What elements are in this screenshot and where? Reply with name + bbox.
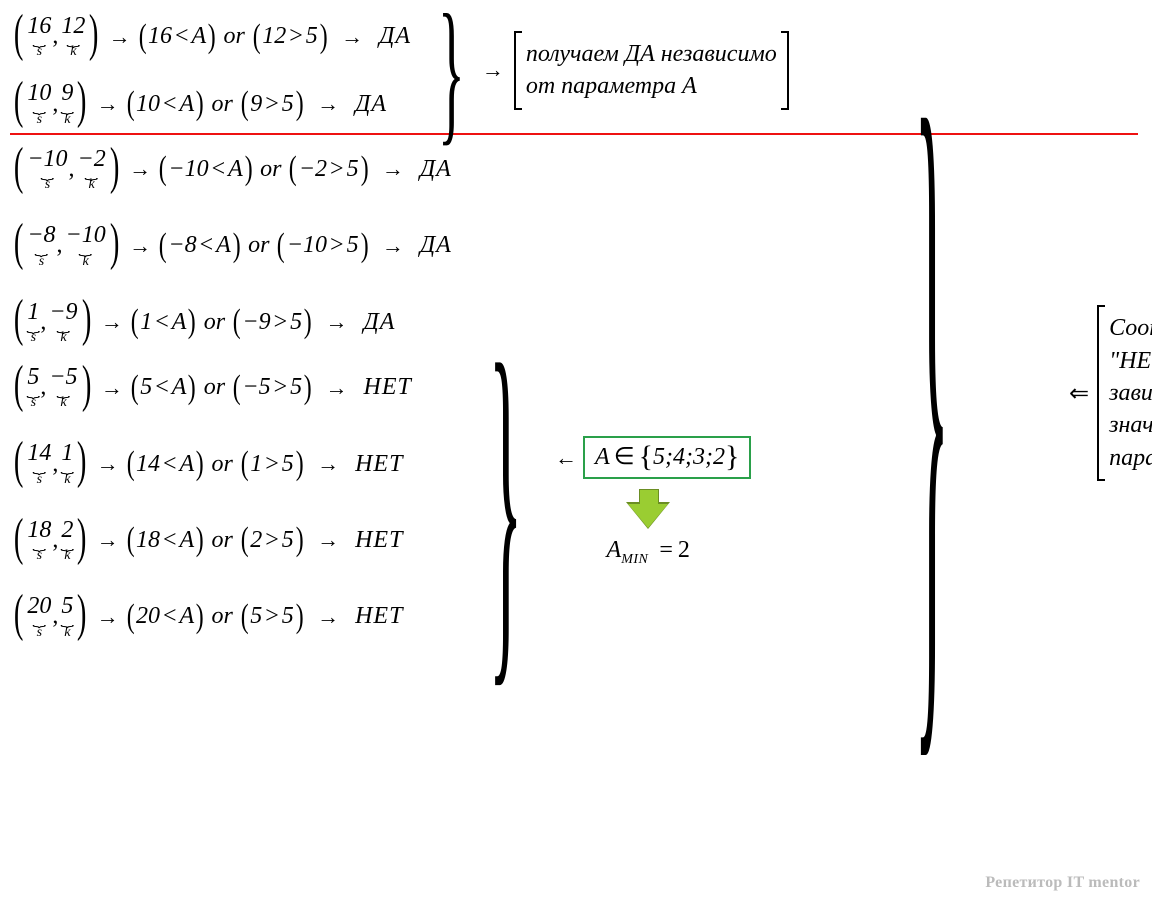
case-row: ( 20⏟s , 5⏟k ) → (20<A) or ( 5>5) → НЕТ <box>10 594 412 639</box>
arrow-icon: → <box>129 233 151 259</box>
input-pair: ( −10⏟s , −2⏟k ) <box>10 147 123 192</box>
down-arrow-icon <box>628 489 668 529</box>
arrow-icon: → <box>317 527 339 553</box>
condition-expr: (1<A) or ( −9>5) <box>129 303 314 341</box>
note-line: Соотношение <box>1109 312 1152 344</box>
arrow-icon: → <box>101 309 123 335</box>
a-set-box: A∈{5;4;3;2} <box>583 436 751 479</box>
arrow-icon: → <box>317 91 339 117</box>
left-arrow-icon: ← <box>555 445 577 471</box>
a-min-expr: AMIN =2 <box>607 537 690 568</box>
note-line: от параметра A <box>526 70 777 102</box>
arrow-icon: → <box>325 375 347 401</box>
condition-expr: (5<A) or ( −5>5) <box>129 369 314 407</box>
note-line: параметра A <box>1109 442 1152 474</box>
arrow-icon: → <box>129 156 151 182</box>
input-pair: ( 20⏟s , 5⏟k ) <box>10 594 91 639</box>
condition-expr: (10<A) or ( 9>5) <box>125 85 305 123</box>
input-pair: ( 16⏟s , 12⏟k ) <box>10 14 103 59</box>
arrow-icon: → <box>97 451 119 477</box>
result-label: НЕТ <box>355 451 403 478</box>
case-row: ( 10⏟s , 9⏟k ) → (10<A) or ( 9>5) → ДА <box>10 81 411 126</box>
note-box-top: получаем ДА независимо от параметра A <box>514 32 789 109</box>
condition-expr: (20<A) or ( 5>5) <box>125 598 305 636</box>
input-pair: ( 18⏟s , 2⏟k ) <box>10 518 91 563</box>
top-section: ( 16⏟s , 12⏟k ) → (16<A) or ( 12>5) → ДА… <box>10 14 1138 127</box>
input-pair: ( −8⏟s , −10⏟k ) <box>10 223 123 268</box>
arrow-icon: → <box>97 527 119 553</box>
arrow-icon: → <box>317 451 339 477</box>
condition-expr: (−10<A) or ( −2>5) <box>157 150 370 188</box>
arrow-icon: → <box>97 91 119 117</box>
arrow-icon: → <box>317 604 339 630</box>
condition-expr: (16<A) or ( 12>5) <box>137 18 329 56</box>
note-box-bottom: Соотношение "НЕТ" и "ДА" зависит от знач… <box>1097 306 1152 480</box>
case-row: ( −10⏟s , −2⏟k ) → (−10<A) or ( −2>5) → … <box>10 147 751 192</box>
result-label: НЕТ <box>363 374 411 401</box>
arrow-icon: → <box>482 57 504 83</box>
condition-expr: (−8<A) or ( −10>5) <box>157 227 370 265</box>
input-pair: ( 1⏟s , −9⏟k ) <box>10 300 95 345</box>
arrow-icon: → <box>109 24 131 50</box>
case-row: ( −8⏟s , −10⏟k ) → (−8<A) or ( −10>5) → … <box>10 223 751 268</box>
result-label: ДА <box>420 156 452 183</box>
case-row: ( 18⏟s , 2⏟k ) → (18<A) or ( 2>5) → НЕТ <box>10 518 412 563</box>
arrow-icon: → <box>325 309 347 335</box>
a-set-column: ← A∈{5;4;3;2} AMIN =2 <box>545 436 751 568</box>
case-row: ( 14⏟s , 1⏟k ) → (14<A) or ( 1>5) → НЕТ <box>10 441 412 486</box>
result-label: ДА <box>420 232 452 259</box>
input-pair: ( 10⏟s , 9⏟k ) <box>10 81 91 126</box>
condition-expr: (14<A) or ( 1>5) <box>125 445 305 483</box>
arrow-icon: → <box>101 375 123 401</box>
case-row: ( 1⏟s , −9⏟k ) → (1<A) or ( −9>5) → ДА <box>10 300 751 345</box>
result-label: НЕТ <box>355 603 403 630</box>
note-line: "НЕТ" и "ДА" <box>1109 345 1152 377</box>
double-left-arrow-icon: ⇐ <box>1069 379 1089 408</box>
case-row: ( 16⏟s , 12⏟k ) → (16<A) or ( 12>5) → ДА <box>10 14 411 59</box>
note-line: зависит от значения <box>1109 377 1152 442</box>
arrow-icon: → <box>382 156 404 182</box>
arrow-icon: → <box>341 24 363 50</box>
condition-expr: (18<A) or ( 2>5) <box>125 521 305 559</box>
result-label: НЕТ <box>355 527 403 554</box>
input-pair: ( 5⏟s , −5⏟k ) <box>10 365 95 410</box>
result-label: ДА <box>379 23 411 50</box>
divider-line <box>10 133 1138 135</box>
bottom-section: ( −10⏟s , −2⏟k ) → (−10<A) or ( −2>5) → … <box>10 147 1138 640</box>
result-label: ДА <box>355 91 387 118</box>
watermark: Репетитор IT mentor <box>985 874 1140 892</box>
bottom-left-column: ( −10⏟s , −2⏟k ) → (−10<A) or ( −2>5) → … <box>10 147 751 640</box>
result-label: ДА <box>363 309 395 336</box>
arrow-icon: → <box>97 604 119 630</box>
case-row: ( 5⏟s , −5⏟k ) → (5<A) or ( −5>5) → НЕТ <box>10 365 412 410</box>
arrow-icon: → <box>382 233 404 259</box>
note-line: получаем ДА независимо <box>526 38 777 70</box>
input-pair: ( 14⏟s , 1⏟k ) <box>10 441 91 486</box>
